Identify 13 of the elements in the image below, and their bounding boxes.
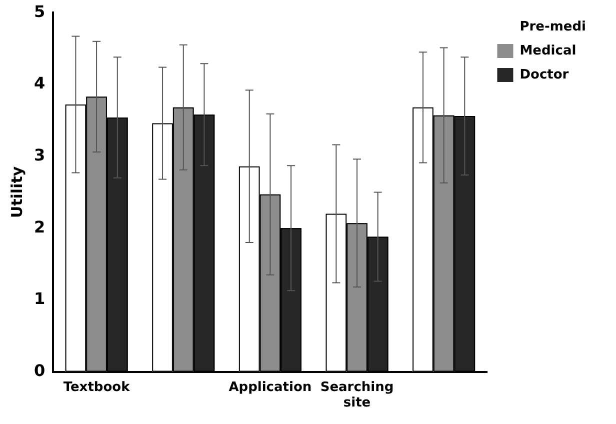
legend-label: Medical (520, 43, 576, 58)
x-tick-label: Textbook (63, 380, 130, 395)
y-tick-label: 5 (34, 2, 46, 21)
x-tick-label: Application (228, 380, 312, 395)
y-tick-label: 3 (34, 145, 46, 164)
text: Pre-medi (520, 19, 586, 34)
x-tick-label: Searching site (320, 380, 394, 411)
y-tick-label: 4 (34, 74, 46, 93)
y-tick-label: 1 (34, 289, 46, 308)
y-tick-label: 0 (34, 360, 46, 380)
y-axis-title: Utility (8, 166, 26, 218)
y-tick-label: 2 (34, 217, 46, 236)
legend-label: Doctor (520, 67, 570, 82)
